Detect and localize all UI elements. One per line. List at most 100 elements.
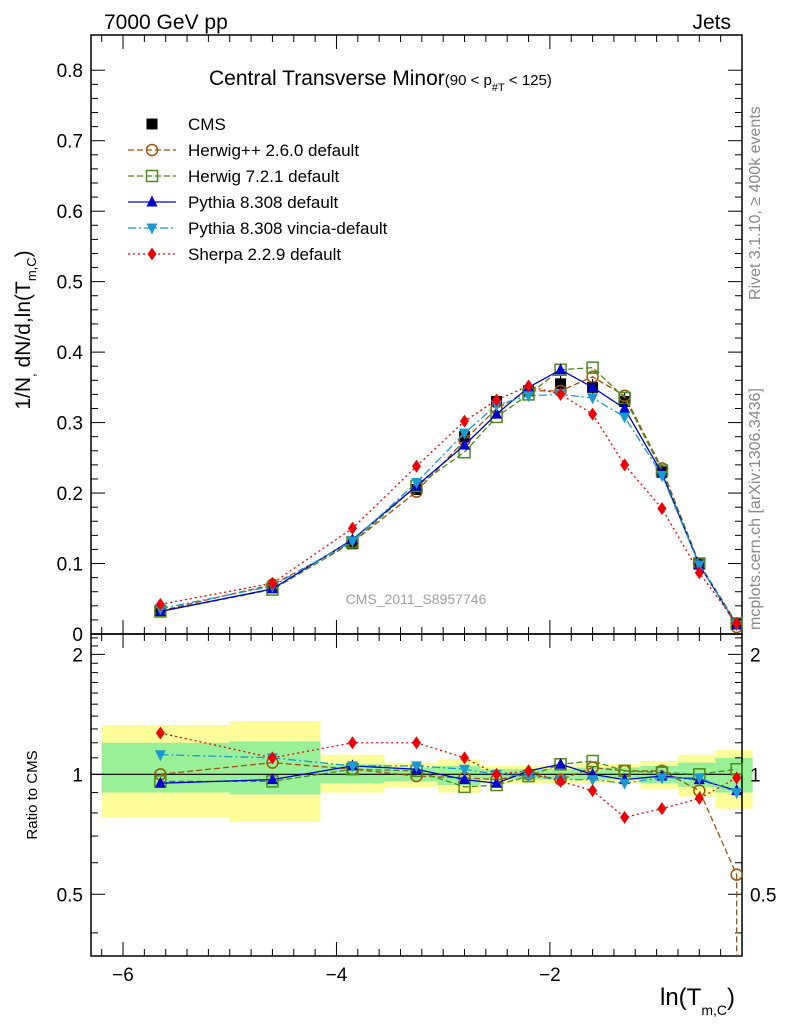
ratio-line <box>160 761 738 956</box>
rivet-label: Rivet 3.1.10, ≥ 400k events <box>747 106 764 300</box>
ratio-y-label: Ratio to CMS <box>24 750 41 839</box>
ratio-point <box>346 761 358 773</box>
ratio-point <box>693 773 705 785</box>
legend-marker <box>145 143 159 157</box>
ratio-point <box>555 757 567 769</box>
analysis-watermark: CMS_2011_S8957746 <box>346 591 487 607</box>
ratio-tick-label-right: 1 <box>750 765 761 786</box>
y-tick-label: 0.7 <box>57 132 83 153</box>
data-point <box>694 566 704 580</box>
data-point <box>657 502 667 516</box>
data-point <box>587 380 599 392</box>
y-tick-label: 0.8 <box>57 61 83 82</box>
ratio-point <box>730 868 743 881</box>
ratio-point <box>731 788 743 800</box>
ratio-point <box>619 778 631 790</box>
ratio-point <box>267 751 277 765</box>
ratio-point <box>656 773 668 785</box>
data-point <box>555 378 567 390</box>
y-tick-label: 0.1 <box>57 555 83 576</box>
header-right: Jets <box>692 11 731 34</box>
header-left: 7000 GeV pp <box>104 11 228 34</box>
ratio-point <box>460 751 470 765</box>
data-point <box>619 412 631 424</box>
data-point <box>155 597 165 611</box>
data-point <box>588 407 598 421</box>
data-point <box>412 459 421 473</box>
data-point <box>347 521 357 535</box>
ratio-point <box>491 776 503 788</box>
data-point <box>460 414 470 428</box>
legend-label: Pythia 8.308 vincia-default <box>188 219 388 238</box>
legend-marker <box>146 195 158 207</box>
data-point <box>346 536 358 548</box>
data-point <box>587 393 599 405</box>
ratio-point <box>459 773 471 785</box>
ratio-tick-label: 0.5 <box>57 885 83 906</box>
y-tick-label: 0.3 <box>57 414 83 435</box>
x-tick-label: −4 <box>326 965 348 986</box>
ratio-point <box>524 764 534 778</box>
legend-label: CMS <box>188 115 226 134</box>
data-point <box>524 379 534 393</box>
legend-marker <box>146 223 158 235</box>
legend-label: Sherpa 2.2.9 default <box>188 245 341 264</box>
axis-ticks: 0 0.1 0.2 0.3 0.4 0.5 0.6 0.7 0.8 0.5 0.5 1 1 2 2 −6 −4 −… <box>57 35 776 986</box>
ratio-point <box>347 736 357 750</box>
y-tick-label: 0 <box>72 625 83 646</box>
data-point <box>656 470 668 482</box>
ratio-point <box>155 726 165 740</box>
data-point <box>459 428 471 440</box>
data-point <box>491 407 503 419</box>
ratio-series-sherpa <box>155 726 742 824</box>
ratio-point <box>588 784 598 798</box>
ratio-point <box>657 802 667 816</box>
ratio-point <box>492 767 502 781</box>
data-point <box>459 438 471 450</box>
ratio-point <box>266 773 278 785</box>
x-tick-label: −6 <box>112 965 134 986</box>
data-point <box>619 401 631 413</box>
chart-title: Central Transverse Minor(90 < p#T < 125) <box>209 67 552 94</box>
ratio-point <box>154 776 166 788</box>
ratio-tick-label: 2 <box>72 645 83 666</box>
y-tick-label: 0.2 <box>57 484 83 505</box>
ratio-point <box>587 775 599 787</box>
y-axis-label: 1/N, dN/d,ln(Tm,C) <box>12 250 39 409</box>
y-tick-label: 0.4 <box>57 343 84 364</box>
data-point <box>267 576 277 590</box>
series-sherpa <box>155 379 742 630</box>
data-point <box>556 387 566 401</box>
legend-marker <box>146 118 158 130</box>
legend-label: Pythia 8.308 default <box>188 193 339 212</box>
data-point <box>693 560 705 572</box>
legend-label: Herwig 7.2.1 default <box>188 167 339 186</box>
data-point <box>411 477 422 489</box>
legend-marker <box>145 169 159 183</box>
legend: CMS Herwig++ 2.6.0 default Herwig 7.2.1 de… <box>128 115 388 264</box>
y-tick-label: 0.5 <box>57 273 83 294</box>
mcplots-label: mcplots.cern.ch [arXiv:1306.3436] <box>747 388 764 630</box>
data-point <box>492 393 502 407</box>
main-series <box>154 361 743 634</box>
ratio-point <box>411 761 422 773</box>
ratio-point <box>556 774 566 788</box>
data-point <box>586 361 599 374</box>
data-point <box>555 363 567 375</box>
ratio-tick-label-right: 2 <box>750 645 761 666</box>
ratio-tick-label-right: 0.5 <box>750 885 776 906</box>
ratio-point <box>459 764 471 776</box>
legend-label: Herwig++ 2.6.0 default <box>188 141 359 160</box>
y-tick-label: 0.6 <box>57 202 83 223</box>
data-point <box>732 616 742 630</box>
data-point <box>620 458 630 472</box>
ratio-point <box>620 810 630 824</box>
x-tick-label: −2 <box>539 965 561 986</box>
ratio-point <box>154 750 166 762</box>
ratio-point <box>694 791 704 805</box>
data-point <box>523 391 535 403</box>
x-axis-label: ln(Tm,C) <box>660 984 735 1018</box>
ratio-point <box>586 754 599 768</box>
